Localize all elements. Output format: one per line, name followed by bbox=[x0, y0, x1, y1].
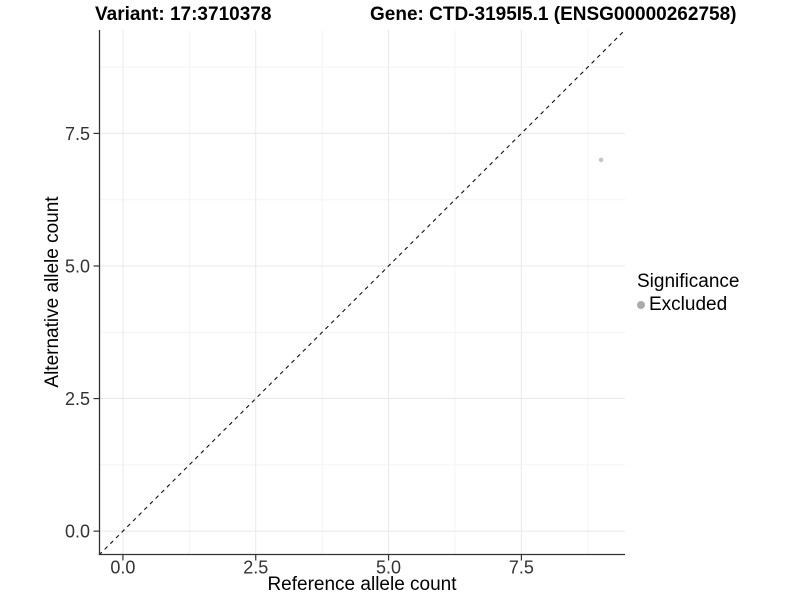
legend: Significance Excluded bbox=[637, 271, 739, 315]
x-tick-label: 0.0 bbox=[110, 558, 135, 578]
plot-title-gene: Gene: CTD-3195I5.1 (ENSG00000262758) bbox=[370, 4, 737, 25]
y-tick-label: 7.5 bbox=[65, 124, 90, 144]
legend-item-excluded: Excluded bbox=[637, 294, 739, 315]
data-point bbox=[598, 157, 604, 163]
grid-major bbox=[99, 30, 625, 555]
x-axis-ticks: 0.0 2.5 5.0 7.5 bbox=[110, 555, 534, 578]
legend-title: Significance bbox=[637, 271, 740, 292]
y-axis-title: Alternative allele count bbox=[42, 196, 63, 388]
y-tick-label: 0.0 bbox=[65, 522, 90, 542]
y-tick-label: 2.5 bbox=[65, 389, 90, 409]
x-tick-label: 7.5 bbox=[509, 558, 534, 578]
x-tick-label: 2.5 bbox=[243, 558, 268, 578]
x-axis-title: Reference allele count bbox=[267, 574, 457, 595]
grid-minor bbox=[99, 30, 625, 555]
axis-lines bbox=[98, 30, 625, 556]
identity-line bbox=[98, 29, 626, 556]
plot-title-variant: Variant: 17:3710378 bbox=[95, 4, 272, 25]
y-axis-ticks: 0.0 2.5 5.0 7.5 bbox=[65, 124, 99, 542]
x-tick-label: 5.0 bbox=[376, 558, 401, 578]
legend-item-label: Excluded bbox=[649, 294, 728, 315]
y-tick-label: 5.0 bbox=[65, 256, 90, 276]
legend-key-dot-icon bbox=[637, 300, 645, 309]
